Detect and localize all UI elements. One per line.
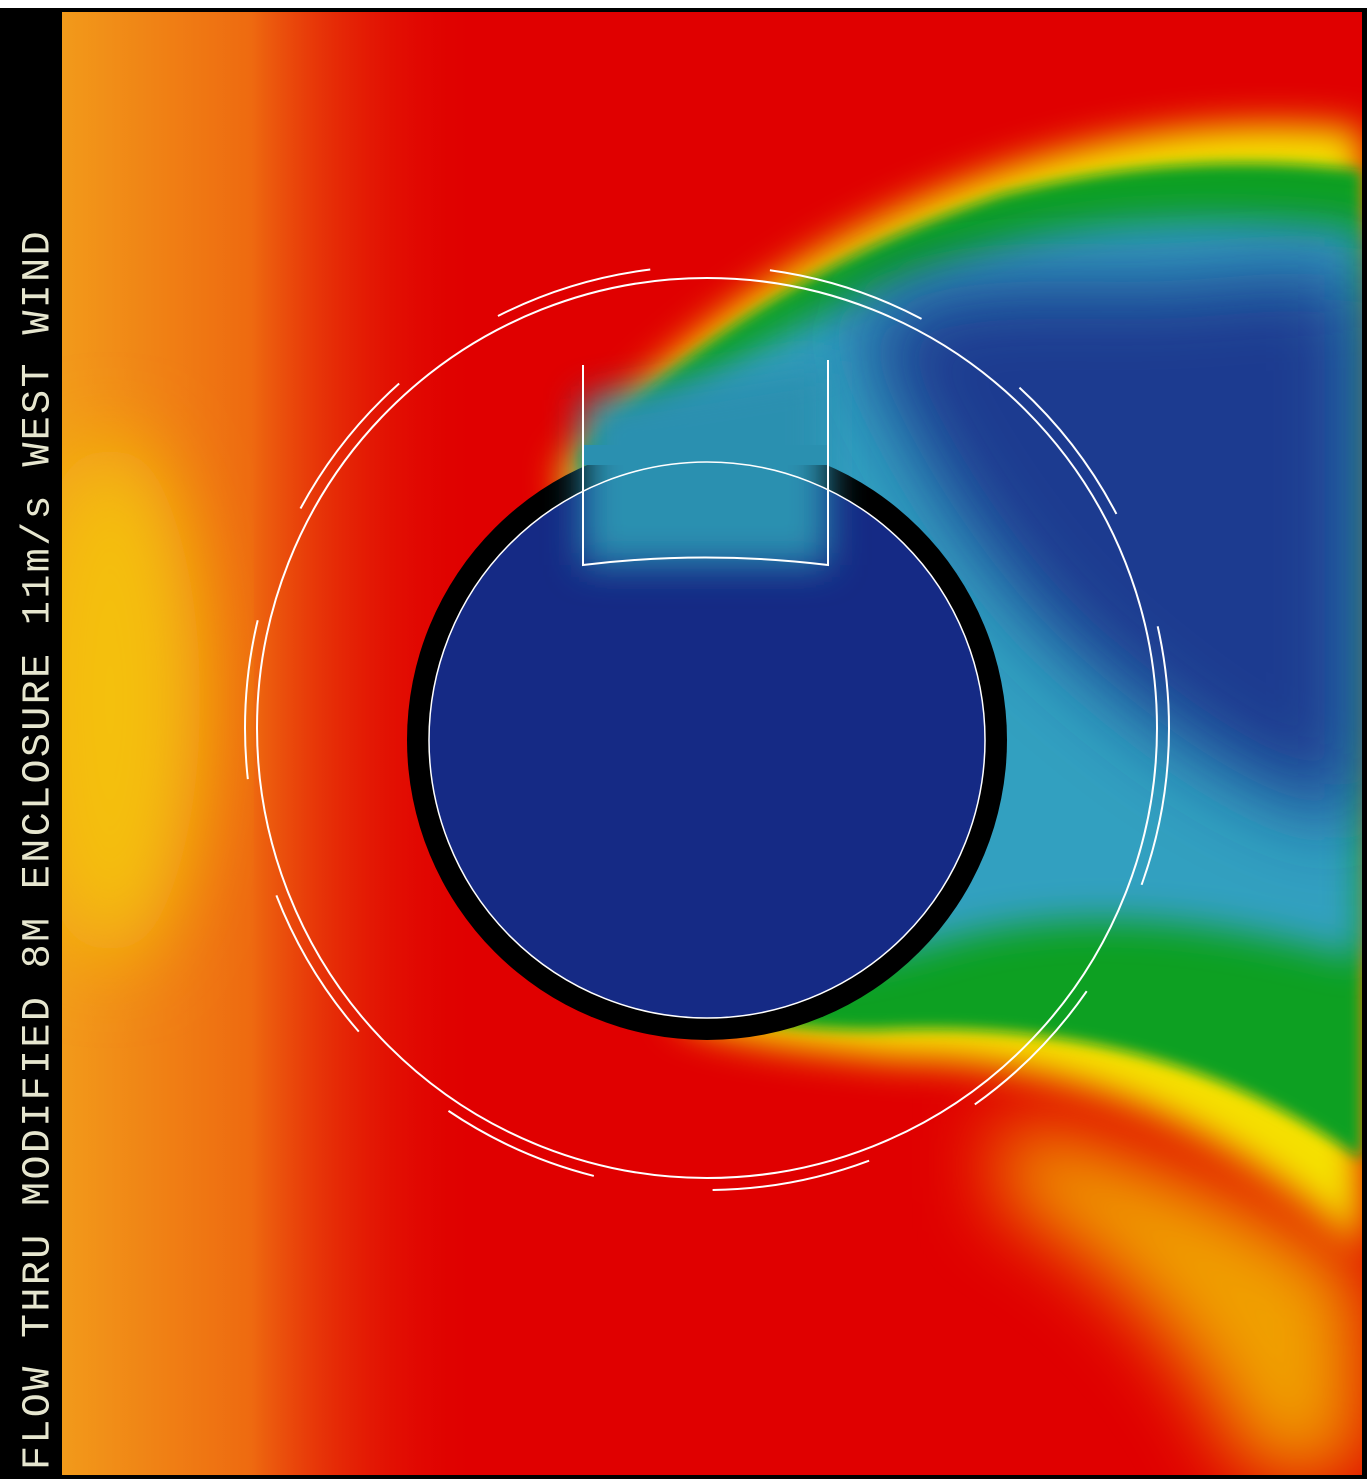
flow-visualization: FLOW THRU MODIFIED 8M ENCLOSURE 11m/s WE… xyxy=(0,0,1369,1479)
caption: FLOW THRU MODIFIED 8M ENCLOSURE 11m/s WE… xyxy=(17,229,62,1470)
page: FLOW THRU MODIFIED 8M ENCLOSURE 11m/s WE… xyxy=(0,0,1369,1479)
flow-field xyxy=(20,12,1362,1475)
